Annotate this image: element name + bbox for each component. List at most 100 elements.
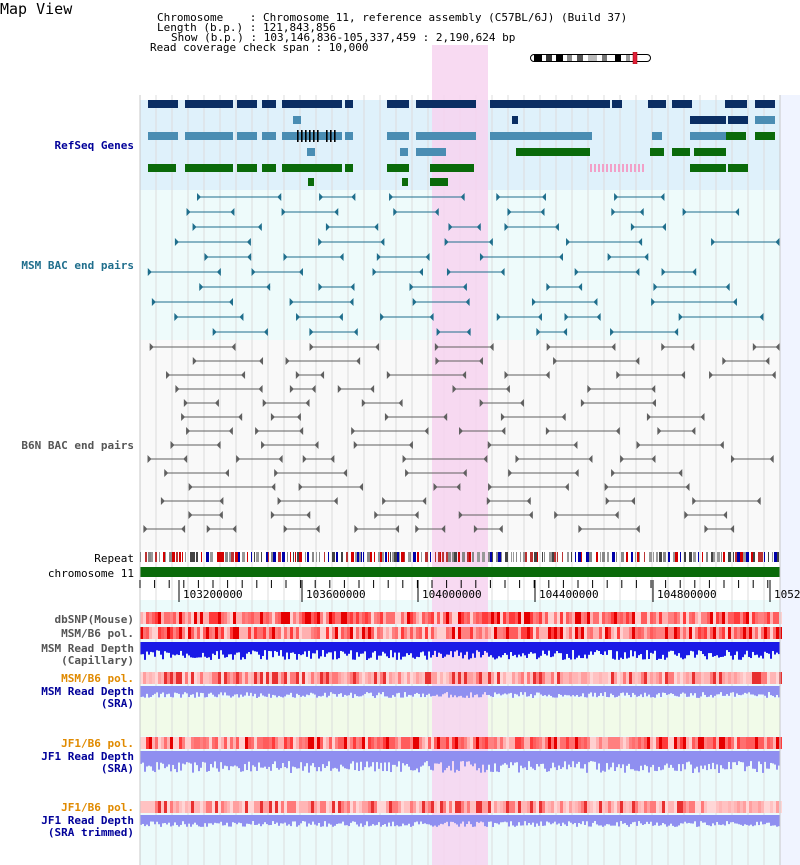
refseq-gene — [560, 100, 610, 108]
msm-pol2-heat-cell — [680, 672, 683, 684]
msm-pol2-heat-cell — [404, 672, 407, 684]
jf1-depth-sra-bar — [526, 751, 528, 770]
jf1-depth-sra-bar — [498, 751, 500, 773]
msm-pol2-heat-cell — [629, 672, 632, 684]
msm-pair-end — [479, 253, 484, 261]
msm-pol-heat-cell — [182, 627, 185, 639]
msm-pol2-heat-cell — [653, 672, 656, 684]
msm-pol2-heat-cell — [674, 672, 677, 684]
jf1-pol2-heat-cell — [422, 801, 425, 813]
msm-pol-heat-cell — [224, 627, 227, 639]
repeat-mark — [361, 552, 362, 562]
jf1-depth-trim-bar — [200, 815, 202, 827]
page-title: Map View — [0, 0, 73, 18]
dbsnp-heat-cell — [218, 612, 221, 624]
jf1-depth-sra-bar — [226, 751, 228, 767]
msm-depth-sra-bar — [230, 686, 232, 698]
exon-tick — [309, 130, 311, 142]
jf1-pol-heat-cell — [491, 737, 494, 749]
jf1-pol2-heat-cell — [155, 801, 158, 813]
jf1-depth-trim-bar — [422, 815, 424, 824]
repeat-mark — [717, 552, 720, 562]
b6n-pair-end — [302, 455, 307, 463]
repeat-mark — [482, 552, 485, 562]
jf1-depth-sra-bar — [484, 751, 486, 773]
jf1-pol2-heat-cell — [407, 801, 410, 813]
jf1-depth-sra-bar — [482, 751, 484, 765]
jf1-pol-heat-cell — [257, 737, 260, 749]
jf1-depth-trim-bar — [710, 815, 712, 827]
jf1-depth-trim-bar — [482, 815, 484, 823]
msm-depth-cap-bar — [646, 642, 648, 651]
msm-depth-cap-bar — [608, 642, 610, 651]
msm-pol2-heat-cell — [320, 672, 323, 684]
jf1-depth-trim-bar — [586, 815, 588, 822]
jf1-depth-trim-bar — [496, 815, 498, 824]
repeat-mark — [293, 552, 294, 562]
jf1-depth-trim-bar — [658, 815, 660, 826]
jf1-pol-heat-cell — [767, 737, 770, 749]
jf1-pol-heat-cell — [485, 737, 488, 749]
msm-depth-cap-bar — [170, 642, 172, 658]
repeat-mark — [454, 552, 457, 562]
msm-pol2-heat-cell — [722, 672, 725, 684]
repeat-mark — [505, 552, 507, 562]
msm-pol-heat-cell — [416, 627, 419, 639]
dbsnp-heat-cell — [692, 612, 695, 624]
jf1-pol-heat-cell — [731, 737, 734, 749]
msm-pol-heat-cell — [362, 627, 365, 639]
msm-depth-cap-bar — [206, 642, 208, 658]
dbsnp-heat-cell — [395, 612, 398, 624]
jf1-depth-sra-bar — [528, 751, 530, 762]
repeat-mark — [190, 552, 192, 562]
dbsnp-heat-cell — [569, 612, 572, 624]
b6n-pair-end — [723, 511, 728, 519]
chromosome-ideogram[interactable] — [530, 52, 651, 64]
msm-pol-heat-cell — [407, 627, 410, 639]
msm-depth-sra-bar — [616, 686, 618, 697]
msm-pol2-heat-cell — [767, 672, 770, 684]
msm-pol2-heat-cell — [431, 672, 434, 684]
jf1-depth-sra-bar — [478, 751, 480, 769]
jf1-depth-sra-bar — [708, 751, 710, 765]
jf1-depth-sra-bar — [384, 751, 386, 763]
jf1-pol-heat-cell — [524, 737, 527, 749]
gene-arrow — [430, 178, 436, 186]
dbsnp-heat-cell — [248, 612, 251, 624]
b6n-pair-end — [261, 441, 266, 449]
jf1-pol-heat-cell — [611, 737, 614, 749]
msm-pol-heat-cell — [368, 627, 371, 639]
repeat-mark — [639, 552, 640, 562]
dbsnp-heat-cell — [338, 612, 341, 624]
dbsnp-heat-cell — [647, 612, 650, 624]
msm-depth-sra-bar — [644, 686, 646, 693]
msm-pol2-heat-cell — [251, 672, 254, 684]
dbsnp-heat-cell — [356, 612, 359, 624]
msm-pair-end — [644, 253, 649, 261]
gene-arrow — [293, 116, 299, 124]
jf1-pol-heat-cell — [155, 737, 158, 749]
refseq-gene — [148, 132, 178, 140]
jf1-depth-trim-bar — [180, 815, 182, 825]
b6n-pair-end — [375, 343, 380, 351]
dbsnp-heat-cell — [668, 612, 671, 624]
msm-pair-end — [393, 208, 398, 216]
jf1-pol2-heat-cell — [218, 801, 221, 813]
msm-pol-heat-cell — [278, 627, 281, 639]
msm-pol2-heat-cell — [248, 672, 251, 684]
msm-depth-sra-bar — [242, 686, 244, 697]
msm-depth-cap-bar — [498, 642, 500, 657]
msm-depth-sra-bar — [420, 686, 422, 698]
jf1-pol2-heat-cell — [722, 801, 725, 813]
jf1-depth-sra-bar — [710, 751, 712, 770]
jf1-depth-sra-bar — [398, 751, 400, 762]
msm-depth-cap-bar — [348, 642, 350, 654]
repeat-mark — [278, 552, 281, 562]
msm-depth-sra-bar — [166, 686, 168, 695]
msm-pol-heat-cell — [764, 627, 767, 639]
msm-depth-sra-bar — [486, 686, 488, 695]
jf1-depth-trim-bar — [460, 815, 462, 824]
msm-pol2-heat-cell — [461, 672, 464, 684]
b6n-pair-end — [604, 483, 609, 491]
